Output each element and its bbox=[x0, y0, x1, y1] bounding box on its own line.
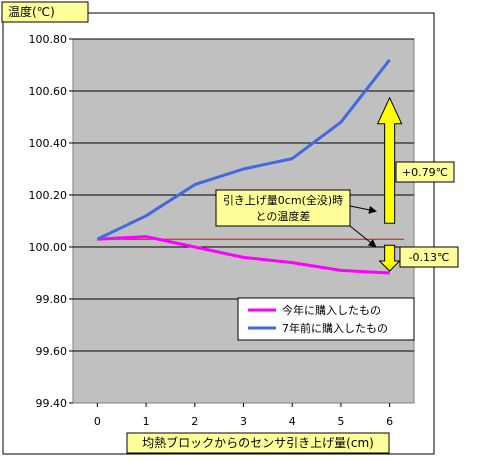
legend-box bbox=[237, 297, 415, 341]
x-tick-label: 4 bbox=[289, 415, 296, 428]
x-tick-label: 0 bbox=[94, 415, 101, 428]
decrease-label-text: -0.13℃ bbox=[409, 251, 450, 264]
y-axis-label: 温度(℃) bbox=[1, 1, 89, 23]
x-tick-label: 2 bbox=[191, 415, 198, 428]
y-tick-label: 100.20 bbox=[29, 189, 68, 202]
x-tick-label: 6 bbox=[386, 415, 393, 428]
y-axis-label-text: 温度(℃) bbox=[8, 4, 55, 19]
x-axis-label: 均熱ブロックからのセンサ引き上げ量(cm) bbox=[126, 432, 390, 454]
series-layer bbox=[96, 58, 391, 275]
series-line-0 bbox=[97, 235, 390, 275]
difference-note-line2: との温度差 bbox=[256, 209, 311, 223]
increase-label-text: +0.79℃ bbox=[402, 166, 448, 179]
x-tick-label: 5 bbox=[337, 415, 344, 428]
decrease-label: -0.13℃ bbox=[399, 246, 459, 268]
difference-note: 引き上げ量0cm(全没)時 との温度差 bbox=[215, 189, 351, 227]
x-axis-ticks: 0 1 2 3 4 5 6 bbox=[94, 403, 393, 428]
y-tick-label: 100.00 bbox=[29, 241, 68, 254]
series-line-1 bbox=[96, 58, 391, 241]
decrease-arrow-icon bbox=[378, 244, 401, 272]
y-tick-label: 99.60 bbox=[36, 345, 68, 358]
y-tick-label: 100.60 bbox=[29, 85, 68, 98]
increase-arrow-icon bbox=[376, 96, 403, 224]
legend-entry-this-year: 今年に購入したもの bbox=[282, 303, 381, 317]
increase-label: +0.79℃ bbox=[395, 161, 455, 183]
y-axis-ticks: 99.40 99.60 99.80 100.00 100.20 100.40 100.60 1… bbox=[29, 33, 73, 410]
x-tick-label: 3 bbox=[240, 415, 247, 428]
y-tick-label: 100.40 bbox=[29, 137, 68, 150]
x-axis-label-text: 均熱ブロックからのセンサ引き上げ量(cm) bbox=[142, 435, 374, 450]
x-tick-label: 1 bbox=[143, 415, 150, 428]
legend: 今年に購入したもの 7年前に購入したもの bbox=[237, 297, 415, 341]
y-tick-label: 99.40 bbox=[36, 397, 68, 410]
y-tick-label: 99.80 bbox=[36, 293, 68, 306]
legend-entry-seven-years-ago: 7年前に購入したもの bbox=[282, 321, 388, 335]
difference-note-line1: 引き上げ量0cm(全没)時 bbox=[223, 193, 343, 207]
note-pointer-down bbox=[349, 225, 377, 248]
note-pointer-up bbox=[349, 205, 377, 214]
y-tick-label: 100.80 bbox=[29, 33, 68, 46]
